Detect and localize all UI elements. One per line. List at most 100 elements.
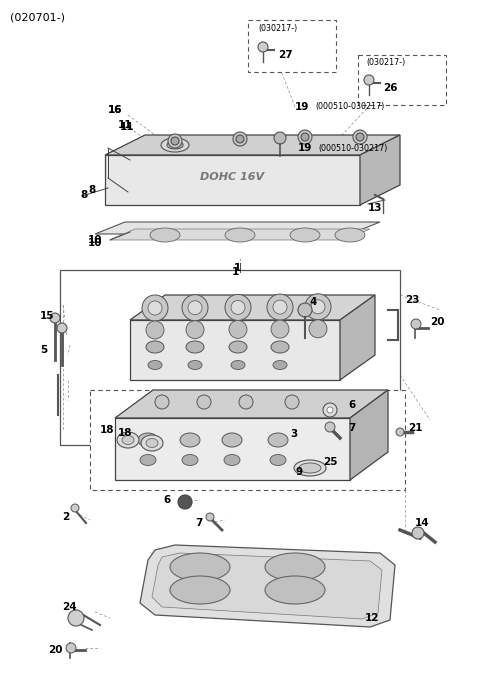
Text: 6: 6	[163, 495, 170, 505]
Text: 4: 4	[310, 297, 317, 307]
Text: 8: 8	[80, 190, 87, 200]
Circle shape	[71, 504, 79, 512]
Circle shape	[225, 294, 251, 320]
Text: 7: 7	[348, 423, 355, 433]
Circle shape	[396, 428, 404, 436]
Circle shape	[186, 320, 204, 338]
Circle shape	[182, 295, 208, 320]
Ellipse shape	[225, 228, 255, 242]
Ellipse shape	[141, 435, 163, 451]
Ellipse shape	[180, 433, 200, 447]
Text: 23: 23	[405, 295, 420, 305]
Text: 1: 1	[233, 263, 240, 273]
FancyBboxPatch shape	[358, 55, 446, 105]
Circle shape	[231, 300, 245, 314]
Ellipse shape	[299, 463, 321, 473]
Text: (030217-): (030217-)	[258, 24, 297, 33]
Circle shape	[233, 132, 247, 146]
Circle shape	[171, 137, 179, 145]
Text: 19: 19	[298, 143, 312, 153]
Circle shape	[178, 495, 192, 509]
Text: 11: 11	[120, 122, 134, 132]
Circle shape	[66, 643, 76, 653]
Text: (030217-): (030217-)	[366, 59, 405, 68]
Circle shape	[311, 300, 325, 313]
Circle shape	[323, 403, 337, 417]
Text: 10: 10	[88, 235, 103, 245]
Circle shape	[298, 130, 312, 144]
Text: 20: 20	[430, 317, 444, 327]
Circle shape	[298, 303, 312, 317]
Ellipse shape	[290, 228, 320, 242]
Ellipse shape	[270, 455, 286, 466]
Polygon shape	[115, 418, 350, 480]
Polygon shape	[130, 320, 340, 380]
Ellipse shape	[167, 141, 183, 149]
Text: 1: 1	[231, 267, 239, 277]
Polygon shape	[360, 135, 400, 205]
Text: 19: 19	[295, 102, 310, 112]
Text: 13: 13	[368, 203, 383, 213]
FancyBboxPatch shape	[248, 20, 336, 72]
Polygon shape	[105, 155, 360, 205]
Circle shape	[274, 132, 286, 144]
Text: 14: 14	[415, 518, 430, 528]
Ellipse shape	[146, 439, 158, 448]
Text: 11: 11	[118, 120, 132, 130]
Text: 18: 18	[118, 428, 132, 438]
Text: 18: 18	[100, 425, 115, 435]
Text: 16: 16	[108, 105, 122, 115]
Ellipse shape	[117, 432, 139, 448]
Polygon shape	[350, 390, 388, 480]
Circle shape	[325, 422, 335, 432]
Circle shape	[197, 395, 211, 409]
Ellipse shape	[170, 576, 230, 604]
Polygon shape	[115, 390, 388, 418]
Ellipse shape	[138, 433, 158, 447]
Text: 7: 7	[195, 518, 203, 528]
Circle shape	[68, 610, 84, 626]
Text: (000510-030217): (000510-030217)	[318, 143, 387, 152]
FancyBboxPatch shape	[90, 390, 405, 490]
Ellipse shape	[182, 455, 198, 466]
Circle shape	[57, 323, 67, 333]
Text: 15: 15	[40, 311, 55, 321]
Circle shape	[142, 295, 168, 321]
Circle shape	[301, 133, 309, 141]
Ellipse shape	[140, 455, 156, 466]
Circle shape	[168, 134, 182, 148]
Ellipse shape	[294, 460, 326, 476]
Ellipse shape	[271, 341, 289, 353]
Polygon shape	[140, 545, 395, 627]
Ellipse shape	[224, 455, 240, 466]
Ellipse shape	[150, 228, 180, 242]
Ellipse shape	[148, 361, 162, 370]
Text: 6: 6	[348, 400, 355, 410]
Polygon shape	[152, 553, 382, 619]
Polygon shape	[105, 135, 400, 155]
Text: (000510-030217): (000510-030217)	[315, 102, 384, 111]
Circle shape	[356, 133, 364, 141]
Circle shape	[229, 320, 247, 338]
Ellipse shape	[188, 361, 202, 370]
Ellipse shape	[170, 553, 230, 581]
Text: 24: 24	[62, 602, 77, 612]
Circle shape	[50, 313, 60, 323]
Circle shape	[327, 407, 333, 413]
Circle shape	[236, 135, 244, 143]
Polygon shape	[95, 222, 380, 234]
Ellipse shape	[335, 228, 365, 242]
Ellipse shape	[265, 553, 325, 581]
Ellipse shape	[186, 341, 204, 353]
Circle shape	[309, 320, 327, 338]
Circle shape	[305, 294, 331, 320]
Circle shape	[412, 527, 424, 539]
Circle shape	[411, 319, 421, 329]
Ellipse shape	[273, 361, 287, 370]
Polygon shape	[110, 229, 370, 240]
Ellipse shape	[161, 138, 189, 152]
Circle shape	[206, 513, 214, 521]
Text: 27: 27	[278, 50, 293, 60]
Circle shape	[146, 321, 164, 339]
Circle shape	[155, 395, 169, 409]
